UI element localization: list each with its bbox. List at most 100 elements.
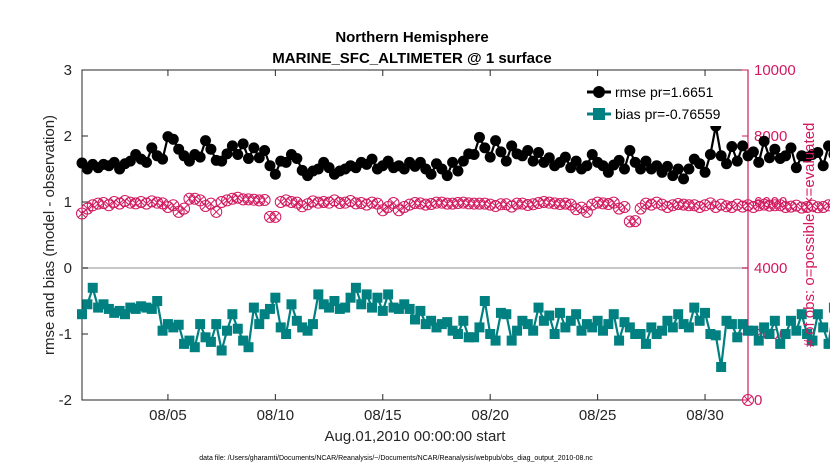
bias-point (796, 309, 807, 320)
bias-point (640, 338, 651, 349)
bias-point (479, 296, 490, 306)
bias-point (259, 309, 270, 320)
bias-point (689, 302, 700, 313)
bias-point (415, 305, 426, 316)
rmse-point (366, 153, 378, 165)
bias-point (168, 322, 179, 333)
bias-point (436, 319, 447, 330)
rmse-point (640, 155, 652, 167)
bias-point (791, 325, 802, 336)
bias-point (683, 322, 694, 333)
rmse-point (699, 166, 711, 178)
rmse-point (452, 165, 464, 177)
legend-rmse-marker (593, 86, 605, 98)
rmse-point (817, 160, 829, 172)
rmse-point (140, 156, 152, 168)
bias-point (764, 329, 775, 339)
series-rmse (76, 120, 830, 185)
bias-point (334, 303, 345, 314)
y-axis-label-left: rmse and bias (model - observation) (41, 115, 58, 355)
rmse-point (484, 151, 496, 163)
y-tick-label: 3 (64, 62, 72, 79)
bias-point (673, 309, 684, 320)
bias-point (93, 302, 104, 313)
obs-point (618, 200, 631, 213)
rmse-point (490, 135, 502, 147)
bias-point (662, 315, 673, 326)
bias-point (109, 307, 120, 318)
chart-title: Northern Hemisphere (335, 29, 488, 46)
x-tick-label: 08/10 (257, 407, 295, 424)
bias-point (393, 303, 404, 314)
bias-point (705, 329, 716, 339)
bias-point (184, 335, 195, 346)
bias-point (571, 309, 582, 320)
bias-point (608, 309, 619, 320)
bias-point (442, 317, 453, 328)
rmse-point (280, 156, 292, 168)
bias-point (775, 338, 786, 349)
rmse-point (559, 151, 571, 163)
series-obs (76, 191, 830, 406)
bias-point (205, 336, 216, 347)
bias-point (753, 335, 764, 346)
rmse-point (425, 168, 437, 180)
bias-point (329, 296, 340, 306)
bias-point (98, 299, 109, 310)
bias-point (361, 289, 372, 300)
y-axis-right: 0200040006000800010000 (742, 62, 796, 409)
bias-point (243, 342, 254, 353)
bias-point (87, 282, 98, 293)
rmse-point (763, 152, 775, 164)
bias-point (565, 315, 576, 326)
bias-point (732, 332, 743, 343)
bias-point (581, 319, 592, 330)
legend-rmse-label: rmse pr=1.6651 (615, 84, 714, 100)
rmse-point (672, 163, 684, 175)
bias-point (780, 329, 791, 339)
bias-point (694, 315, 705, 326)
rmse-point (237, 138, 249, 150)
bias-point (345, 292, 356, 303)
x-tick-label: 08/25 (579, 407, 617, 424)
bias-point (238, 335, 249, 346)
rmse-point (479, 142, 491, 154)
bias-point (399, 299, 410, 310)
bias-point (812, 309, 823, 320)
bias-point (136, 301, 147, 312)
bias-point (77, 309, 87, 320)
rmse-point (753, 156, 765, 168)
bias-point (420, 319, 431, 330)
bias-point (710, 330, 721, 341)
bias-point (769, 315, 780, 326)
rmse-point (248, 142, 260, 154)
bias-point (270, 292, 281, 303)
bias-point (404, 303, 415, 314)
x-tick-label: 08/30 (686, 407, 724, 424)
rmse-point (694, 158, 706, 170)
bias-point (555, 307, 566, 318)
bias-point (157, 325, 168, 336)
rmse-point (447, 156, 459, 168)
y-tick-label: 1 (64, 194, 72, 211)
rmse-point (232, 148, 244, 160)
bias-point (700, 307, 711, 318)
bias-point (152, 296, 163, 306)
rmse-point (269, 168, 281, 180)
rmse-point (715, 150, 727, 162)
bias-point (802, 329, 813, 339)
bias-point (162, 319, 173, 330)
rmse-point (823, 140, 830, 152)
rmse-point (500, 155, 512, 167)
y-axis-left: -2 -1 0 1 2 3 (59, 62, 88, 409)
bias-point (275, 322, 286, 333)
x-tick-label: 08/15 (364, 407, 402, 424)
rmse-point (624, 145, 636, 157)
bias-point (291, 315, 302, 326)
rmse-point (167, 133, 179, 145)
bias-point (350, 282, 361, 293)
bias-point (146, 303, 157, 314)
rmse-point (812, 147, 824, 158)
bias-point (490, 335, 501, 346)
